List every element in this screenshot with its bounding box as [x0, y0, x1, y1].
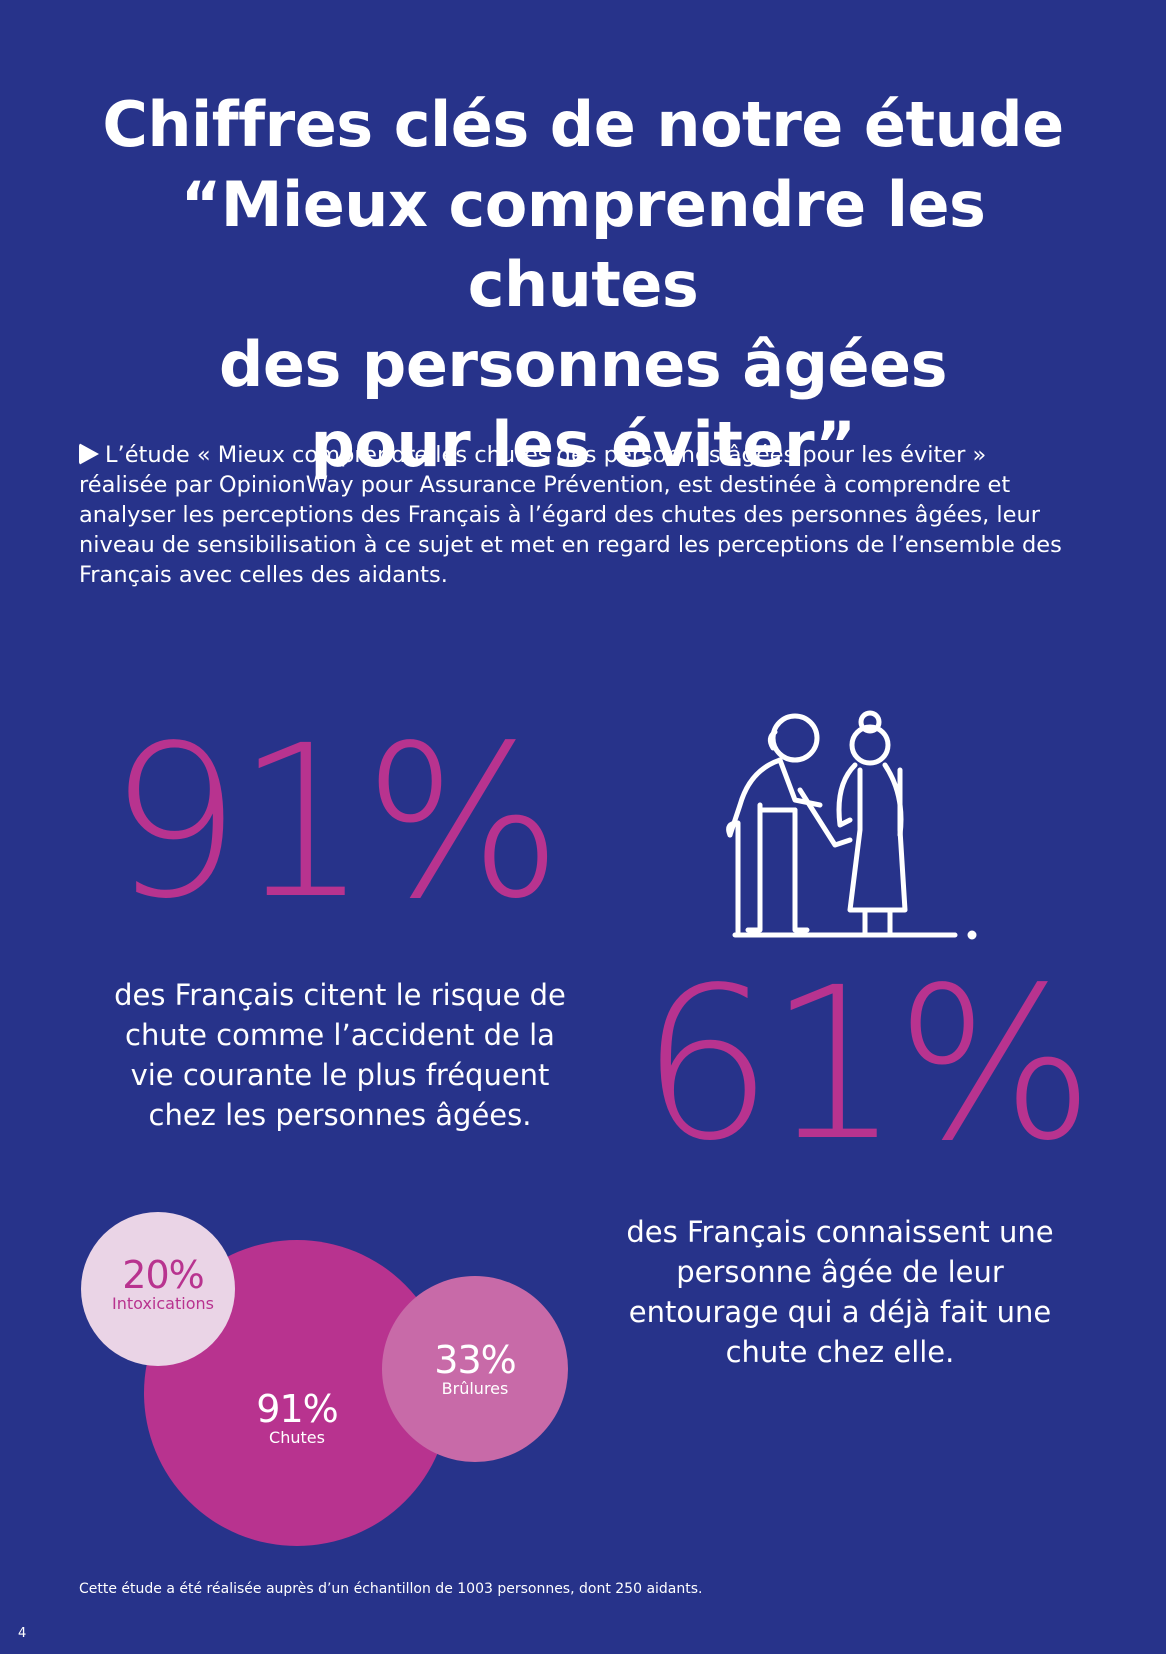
bubble-chutes-label: Chutes [269, 1428, 325, 1447]
elderly-couple-icon [726, 710, 977, 940]
stat-91-description: des Français citent le risque de chute c… [114, 978, 566, 1132]
bubble-brulures-label: Brûlures [441, 1379, 509, 1398]
title-line-3: des personnes âgées [219, 328, 947, 401]
bubble-chutes-value: 91% [256, 1387, 338, 1431]
bubble-intoxications-label: Intoxications [112, 1294, 214, 1313]
stat-91-value: 91% [108, 700, 563, 945]
title-line-2: “Mieux comprendre les chutes [180, 168, 986, 321]
title-line-4: pour les éviter” [310, 408, 856, 481]
page-title: Chiffres clés de notre étude “Mieux comp… [60, 85, 1106, 485]
play-arrow-icon [79, 443, 99, 465]
title-line-1: Chiffres clés de notre étude [102, 88, 1064, 161]
intro-paragraph: L’étude « Mieux comprendre les chutes de… [79, 440, 1079, 590]
bubble-intoxications: 20% Intoxications [81, 1212, 235, 1366]
footnote: Cette étude a été réalisée auprès d’un é… [79, 1581, 703, 1597]
bubble-brulures-value: 33% [434, 1338, 516, 1382]
bubble-brulures: 33% Brûlures [382, 1276, 568, 1462]
intro-text: L’étude « Mieux comprendre les chutes de… [79, 442, 1062, 588]
bubble-intoxications-value: 20% [122, 1253, 204, 1297]
page-number: 4 [18, 1626, 27, 1641]
stat-61-value: 61% [640, 942, 1095, 1187]
stat-61-description: des Français connaissent une personne âg… [626, 1215, 1054, 1369]
